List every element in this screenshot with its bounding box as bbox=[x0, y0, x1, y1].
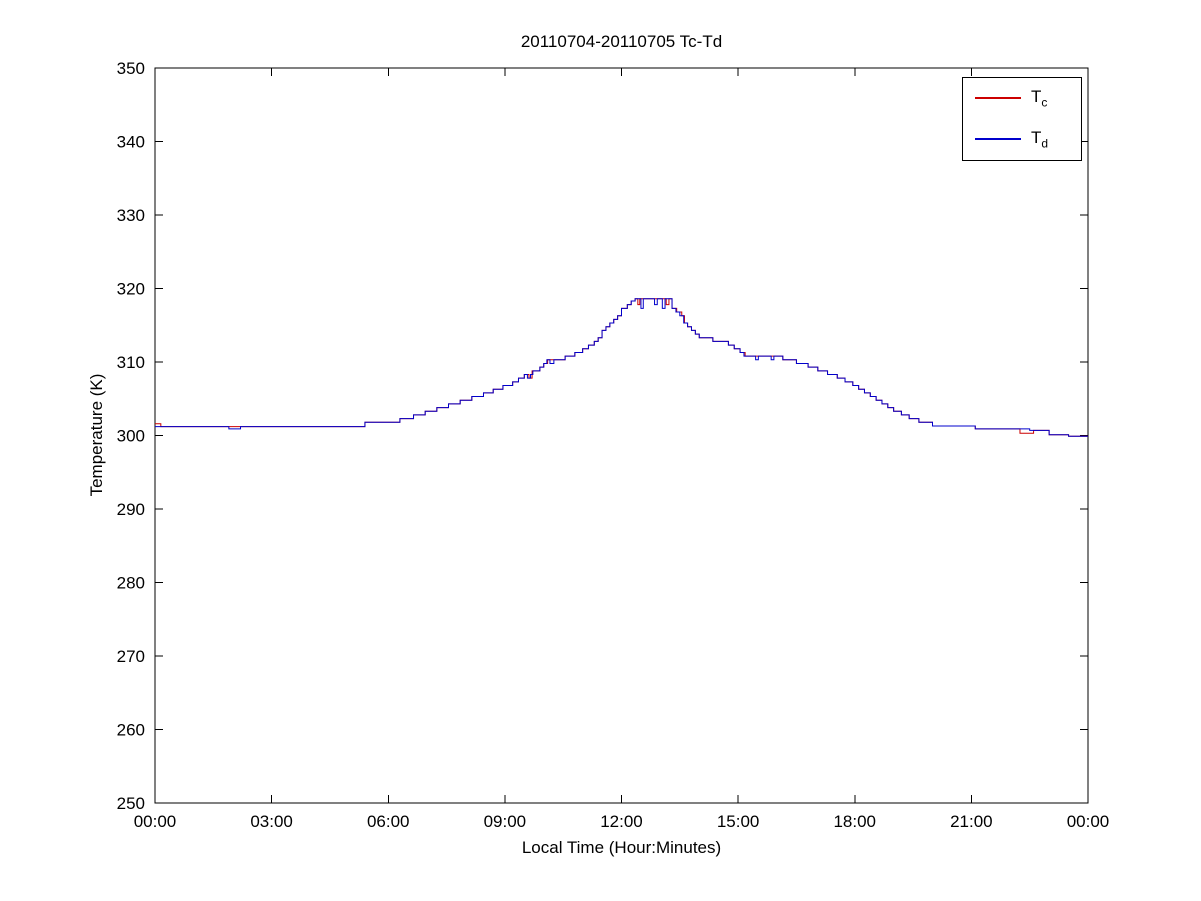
series-Td bbox=[155, 298, 1088, 437]
td-line-sample bbox=[975, 138, 1021, 141]
legend-entry-tc: Tc bbox=[963, 87, 1081, 110]
axes-box bbox=[154, 67, 1089, 804]
legend: Tc Td bbox=[962, 77, 1082, 161]
y-tick-label: 270 bbox=[117, 647, 145, 666]
x-axis-label: Local Time (Hour:Minutes) bbox=[521, 838, 722, 857]
x-tick-label: 00:00 bbox=[134, 812, 177, 831]
y-axis-label: Temperature (K) bbox=[87, 373, 106, 497]
x-tick-label: 06:00 bbox=[367, 812, 410, 831]
tc-label: Tc bbox=[1031, 87, 1048, 110]
y-tick-label: 300 bbox=[117, 427, 145, 446]
tc-line-sample bbox=[975, 97, 1021, 100]
y-tick-label: 310 bbox=[117, 353, 145, 372]
y-tick-label: 250 bbox=[117, 794, 145, 813]
y-tick-label: 290 bbox=[117, 500, 145, 519]
x-tick-label: 12:00 bbox=[600, 812, 643, 831]
y-tick-label: 280 bbox=[117, 574, 145, 593]
series-Tc bbox=[155, 298, 1088, 437]
chart-title: 20110704-20110705 Tc-Td bbox=[520, 32, 723, 51]
x-tick-label: 21:00 bbox=[950, 812, 993, 831]
legend-entry-td: Td bbox=[963, 128, 1081, 151]
x-tick-label: 15:00 bbox=[717, 812, 760, 831]
x-tick-label: 00:00 bbox=[1067, 812, 1110, 831]
td-label: Td bbox=[1031, 128, 1049, 151]
y-tick-label: 260 bbox=[117, 721, 145, 740]
x-tick-label: 18:00 bbox=[833, 812, 876, 831]
y-tick-label: 340 bbox=[117, 133, 145, 152]
x-tick-label: 09:00 bbox=[484, 812, 527, 831]
y-tick-label: 320 bbox=[117, 280, 145, 299]
x-tick-label: 03:00 bbox=[250, 812, 293, 831]
y-tick-label: 330 bbox=[117, 206, 145, 225]
y-tick-label: 350 bbox=[117, 59, 145, 78]
